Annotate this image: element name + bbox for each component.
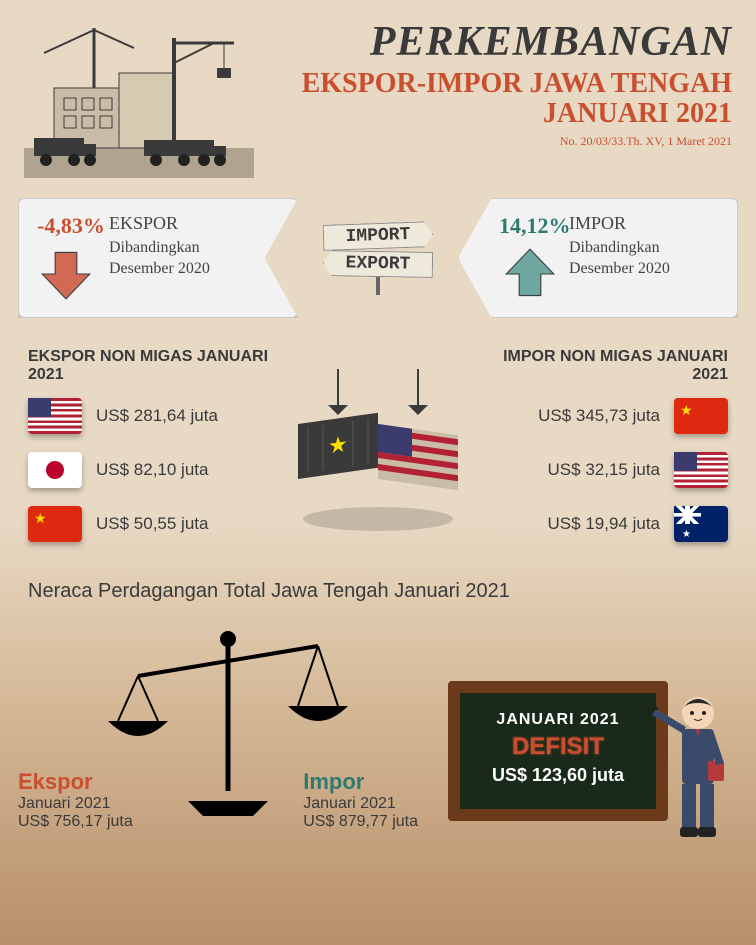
port-illustration-icon — [24, 18, 254, 178]
balance-impor-text: Impor Januari 2021 US$ 879,77 juta — [303, 769, 418, 831]
ekspor-value-us: US$ 281,64 juta — [96, 406, 218, 426]
teacher-icon — [648, 691, 738, 851]
impor-row-cn: US$ 345,73 juta — [478, 398, 728, 434]
title-main: PERKEMBANGAN — [264, 18, 732, 66]
balance-ekspor-text: Ekspor Januari 2021 US$ 756,17 juta — [18, 769, 133, 831]
board-value: US$ 123,60 juta — [460, 765, 656, 786]
impor-nonmigas-column: IMPOR NON MIGAS JANUARI 2021 US$ 345,73 … — [478, 348, 728, 560]
arrow-up-icon — [503, 247, 557, 301]
title-subtitle: EKSPOR-IMPOR JAWA TENGAH — [264, 68, 732, 100]
arrow-down-icon — [39, 247, 93, 301]
impor-value-cn: US$ 345,73 juta — [538, 406, 660, 426]
sign-import: IMPORT — [323, 221, 434, 251]
impor-row-us: US$ 32,15 juta — [478, 452, 728, 488]
ekspor-stat-card: -4,83% EKSPOR Dibandingkan Desember 2020 — [18, 198, 298, 318]
ekspor-value-jp: US$ 82,10 juta — [96, 460, 208, 480]
blackboard: JANUARI 2021 DEFISIT US$ 123,60 juta — [448, 681, 668, 821]
ekspor-nonmigas-title: EKSPOR NON MIGAS JANUARI 2021 — [28, 348, 278, 384]
board-status: DEFISIT — [460, 733, 656, 761]
ekspor-label: EKSPOR — [109, 213, 281, 234]
balance-scale-block: Ekspor Januari 2021 US$ 756,17 juta Impo… — [28, 621, 428, 821]
impor-nonmigas-title: IMPOR NON MIGAS JANUARI 2021 — [478, 348, 728, 384]
svg-text:★: ★ — [328, 431, 348, 459]
shipping-containers-icon: ★ — [288, 369, 468, 539]
ekspor-nonmigas-column: EKSPOR NON MIGAS JANUARI 2021 US$ 281,64… — [28, 348, 278, 560]
flag-au-icon — [674, 506, 728, 542]
ekspor-value-cn: US$ 50,55 juta — [96, 514, 208, 534]
import-export-signpost: IMPORT EXPORT — [308, 221, 448, 295]
flag-cn-icon — [28, 506, 82, 542]
sign-export: EXPORT — [323, 250, 433, 278]
flag-jp-icon — [28, 452, 82, 488]
ekspor-row-cn: US$ 50,55 juta — [28, 506, 278, 542]
impor-compare: Dibandingkan Desember 2020 — [569, 238, 721, 280]
ekspor-row-us: US$ 281,64 juta — [28, 398, 278, 434]
flag-us-icon — [674, 452, 728, 488]
impor-stat-card: 14,12% IMPOR Dibandingkan Desember 2020 — [458, 198, 738, 318]
deficit-board-block: JANUARI 2021 DEFISIT US$ 123,60 juta — [448, 681, 728, 821]
board-month: JANUARI 2021 — [460, 711, 656, 729]
ekspor-compare: Dibandingkan Desember 2020 — [109, 238, 281, 280]
flag-us-icon — [28, 398, 82, 434]
title-date: JANUARI 2021 — [264, 98, 732, 130]
impor-label: IMPOR — [569, 213, 721, 234]
impor-value-us: US$ 32,15 juta — [548, 460, 660, 480]
balance-title: Neraca Perdagangan Total Jawa Tengah Jan… — [0, 570, 756, 603]
ekspor-row-jp: US$ 82,10 juta — [28, 452, 278, 488]
title-reference: No. 20/03/33.Th. XV, 1 Maret 2021 — [264, 134, 732, 149]
impor-value-au: US$ 19,94 juta — [548, 514, 660, 534]
impor-percent: 14,12% — [499, 213, 571, 239]
ekspor-percent: -4,83% — [37, 213, 105, 239]
flag-cn-icon — [674, 398, 728, 434]
impor-row-au: US$ 19,94 juta — [478, 506, 728, 542]
